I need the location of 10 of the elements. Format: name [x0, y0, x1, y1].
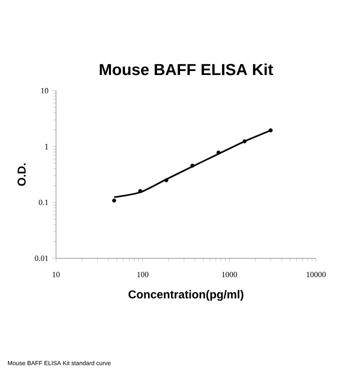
point — [164, 178, 168, 182]
x-axis-title: Concentration(pg/ml) — [128, 290, 244, 301]
y-axis-title: O.D. — [18, 164, 26, 186]
point — [190, 164, 194, 168]
point — [112, 198, 116, 203]
point — [138, 189, 142, 194]
point — [268, 128, 273, 132]
point — [242, 139, 247, 144]
chart-title: Mouse BAFF ELISA Kit — [100, 64, 274, 76]
point — [216, 150, 220, 155]
